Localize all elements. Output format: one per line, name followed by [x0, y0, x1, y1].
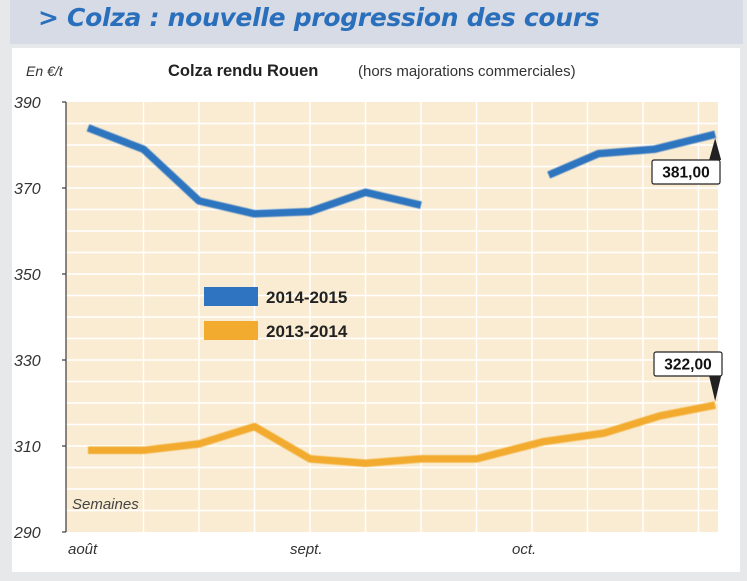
- x-axis-label: Semaines: [72, 496, 139, 513]
- series-line-2014-2015: [86, 124, 422, 218]
- chart-title: Colza rendu Rouen: [168, 62, 318, 80]
- y-tick-label: 290: [13, 525, 41, 542]
- legend-swatch: [204, 321, 258, 340]
- y-tick-label: 350: [14, 267, 41, 284]
- legend-swatch: [204, 287, 258, 306]
- header-title: > Colza : nouvelle progression des cours: [38, 3, 600, 32]
- end-value-label: 322,00: [664, 357, 711, 374]
- y-axis-label: En €/t: [26, 63, 64, 79]
- header-band: > Colza : nouvelle progression des cours: [10, 0, 743, 44]
- legend-label: 2013-2014: [266, 322, 348, 341]
- end-value-box: [651, 159, 721, 185]
- end-value-box: [653, 351, 723, 377]
- end-value-pointer: [709, 138, 722, 160]
- y-tick-label: 330: [14, 353, 41, 370]
- chart-subtitle: (hors majorations commerciales): [358, 63, 576, 80]
- y-tick-label: 390: [14, 95, 41, 112]
- series-line-2014-2015: [547, 130, 717, 179]
- x-tick-label: sept.: [290, 541, 323, 558]
- end-value-label: 381,00: [662, 165, 709, 182]
- x-tick-label: août: [68, 541, 98, 558]
- x-tick-label: oct.: [512, 541, 536, 558]
- legend-label: 2014-2015: [266, 288, 347, 307]
- series-line-2013-2014: [88, 401, 716, 467]
- y-tick-label: 370: [14, 181, 41, 198]
- end-value-pointer: [709, 376, 722, 402]
- y-tick-label: 310: [14, 439, 41, 456]
